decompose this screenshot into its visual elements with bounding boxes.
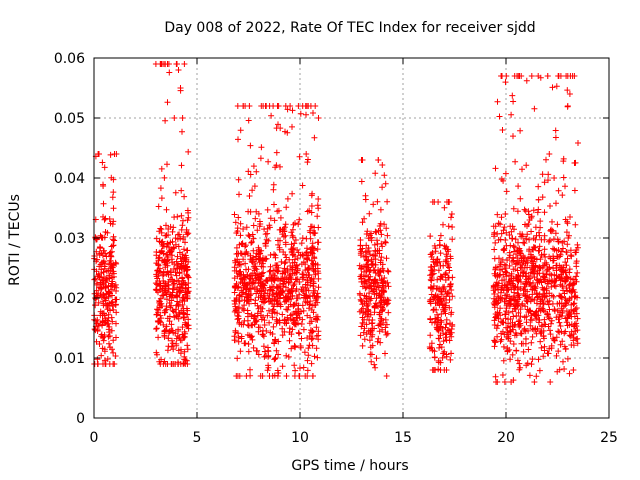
axis-ticks (93, 57, 610, 419)
x-tick-label: 25 (600, 430, 618, 446)
y-tick-label: 0.04 (54, 171, 85, 187)
x-tick-label: 0 (90, 430, 99, 446)
chart-title: Day 008 of 2022, Rate Of TEC Index for r… (164, 20, 535, 36)
roti-markers (91, 61, 581, 385)
x-tick-label: 10 (291, 430, 309, 446)
y-tick-label: 0 (76, 411, 85, 427)
x-tick-label: 20 (497, 430, 515, 446)
y-tick-label: 0.02 (54, 291, 85, 307)
y-tick-label: 0.06 (54, 51, 85, 67)
x-tick-label: 15 (394, 430, 412, 446)
y-tick-label: 0.01 (54, 351, 85, 367)
x-tick-labels: 0 5 10 15 20 25 (90, 430, 618, 446)
x-axis-label: GPS time / hours (291, 458, 408, 474)
y-axis-label: ROTI / TECUs (7, 194, 23, 286)
data-points (91, 61, 581, 385)
y-tick-label: 0.05 (54, 111, 85, 127)
y-tick-label: 0.03 (54, 231, 85, 247)
y-tick-labels: 0 0.01 0.02 0.03 0.04 0.05 0.06 (54, 51, 85, 427)
x-tick-label: 5 (193, 430, 202, 446)
